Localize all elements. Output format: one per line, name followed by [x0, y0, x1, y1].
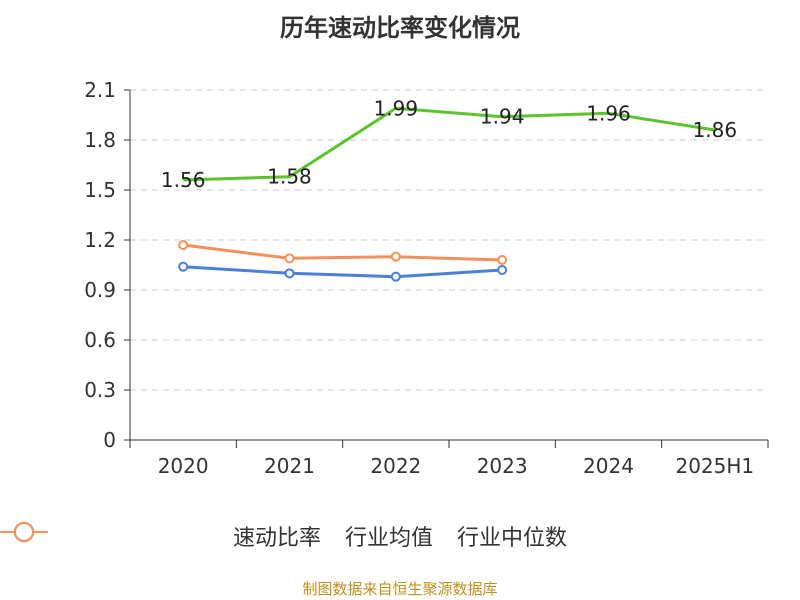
data-point: [390, 251, 401, 262]
y-tick-label: 2.1: [84, 78, 116, 102]
legend-label-quick-ratio: 速动比率: [232, 526, 321, 551]
series-line-1: [183, 265, 503, 279]
legend-icon-industry-median: [0, 522, 48, 542]
y-tick-label: 1.8: [84, 128, 116, 152]
y-tick-label: 0.3: [84, 378, 116, 402]
x-tick-label: 2025H1: [675, 454, 754, 478]
data-label: 1.58: [267, 165, 312, 189]
x-tick-label: 2023: [477, 454, 528, 478]
data-point: [497, 255, 508, 265]
y-tick-label: 1.2: [84, 228, 116, 252]
series-line-0: [183, 106, 716, 182]
data-label: 1.86: [693, 118, 738, 142]
chart-title: 历年速动比率变化情况: [280, 14, 520, 42]
x-tick-label: 2024: [583, 454, 634, 478]
series-line-2: [183, 243, 503, 262]
y-tick-label: 0: [103, 428, 116, 452]
data-label: 1.94: [480, 105, 525, 129]
data-point: [497, 265, 508, 275]
data-point: [390, 271, 401, 282]
data-label: 1.96: [586, 101, 631, 125]
data-source-note: 制图数据来自恒生聚源数据库: [302, 580, 498, 598]
x-tick-label: 2021: [264, 454, 315, 478]
y-tick-label: 1.5: [84, 178, 116, 202]
legend-label-industry-median: 行业中位数: [457, 526, 568, 551]
y-tick-label: 0.6: [84, 328, 116, 352]
data-point: [178, 240, 189, 250]
data-point: [284, 268, 295, 279]
legend-item-industry-median[interactable]: 行业中位数: [0, 520, 568, 552]
data-point: [284, 253, 295, 264]
legend-label-industry-mean: 行业均值: [344, 526, 433, 551]
data-label: 1.99: [374, 96, 419, 120]
y-tick-label: 0.9: [84, 278, 116, 302]
x-tick-label: 2020: [158, 454, 209, 478]
data-point: [178, 261, 189, 272]
x-tick-label: 2022: [370, 454, 421, 478]
legend-item-industry-mean[interactable]: 行业均值: [0, 520, 433, 552]
data-label: 1.56: [161, 168, 206, 192]
legend: 速动比率 行业均值 行业中位数: [0, 520, 800, 552]
legend-item-quick-ratio[interactable]: 速动比率: [0, 520, 321, 552]
